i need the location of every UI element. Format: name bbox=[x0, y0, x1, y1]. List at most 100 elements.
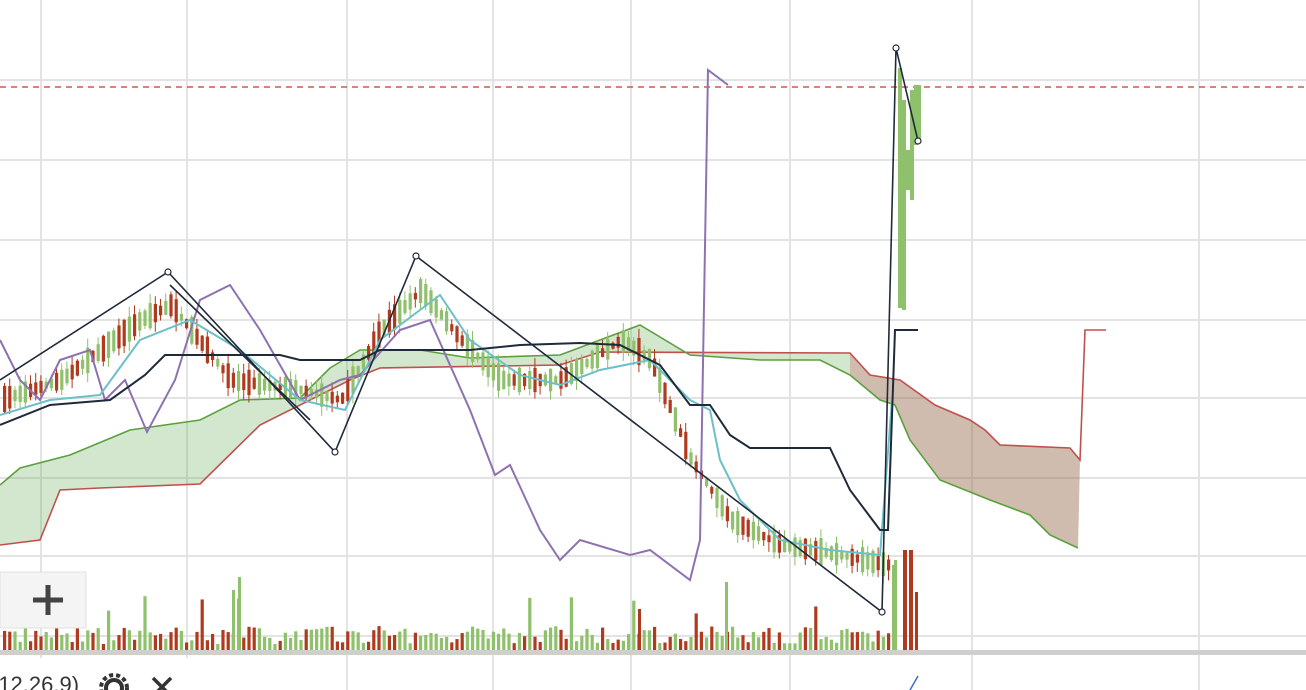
volume-bar bbox=[86, 630, 90, 650]
candle-body bbox=[658, 368, 662, 393]
volume-bar bbox=[892, 565, 896, 650]
volume-bar bbox=[611, 642, 615, 650]
volume-bar bbox=[486, 638, 490, 650]
candle-body bbox=[710, 486, 714, 494]
candle-body bbox=[824, 548, 828, 557]
volume-bar bbox=[731, 626, 735, 650]
candle-body bbox=[866, 552, 870, 570]
settings-button[interactable] bbox=[99, 673, 129, 690]
volume-bar bbox=[855, 632, 859, 650]
candle-body bbox=[767, 535, 771, 543]
volume-bar bbox=[497, 633, 501, 650]
volume-bar bbox=[909, 550, 913, 650]
candle-body bbox=[720, 495, 724, 517]
volume-bar bbox=[367, 641, 371, 650]
volume-bar bbox=[684, 641, 688, 650]
candle-body bbox=[159, 305, 163, 316]
volume-bar bbox=[653, 626, 657, 650]
candle-body bbox=[684, 431, 688, 460]
candle-body bbox=[611, 342, 615, 349]
volume-bar bbox=[798, 632, 802, 650]
volume-bar bbox=[424, 635, 428, 650]
volume-bar bbox=[465, 631, 469, 650]
volume-bar bbox=[564, 638, 568, 650]
candle-body bbox=[486, 356, 490, 378]
candle-body bbox=[419, 279, 423, 303]
volume-bar bbox=[715, 631, 719, 650]
volume-bar bbox=[263, 636, 267, 650]
candle-body bbox=[226, 363, 230, 389]
volume-bar bbox=[330, 626, 334, 650]
volume-bar bbox=[632, 600, 636, 650]
candle-body bbox=[549, 368, 553, 392]
candle-body bbox=[325, 391, 329, 402]
candle-body bbox=[528, 371, 532, 389]
close-button[interactable] bbox=[151, 676, 173, 690]
candle-body bbox=[382, 319, 386, 336]
volume-bar bbox=[351, 631, 355, 650]
candle-body bbox=[122, 319, 126, 347]
candle-body bbox=[559, 371, 563, 389]
volume-bar bbox=[554, 626, 558, 650]
volume-bar bbox=[283, 632, 287, 650]
candle-body bbox=[898, 68, 902, 308]
volume-bar bbox=[642, 630, 646, 650]
candle-body bbox=[575, 359, 579, 381]
candle-body bbox=[268, 379, 272, 392]
candle-body bbox=[840, 550, 844, 560]
candle-body bbox=[606, 338, 610, 360]
volume-bar bbox=[164, 638, 168, 650]
candle-body bbox=[777, 535, 781, 553]
candle-body bbox=[523, 373, 527, 387]
volume-bar bbox=[361, 642, 365, 650]
candle-body bbox=[481, 352, 485, 371]
candle-body bbox=[18, 385, 22, 402]
volume-bar bbox=[517, 632, 521, 650]
candle-body bbox=[653, 358, 657, 377]
volume-bar bbox=[226, 632, 230, 650]
candle-body bbox=[107, 331, 111, 358]
volume-bar bbox=[803, 627, 807, 650]
candle-body bbox=[439, 309, 443, 320]
candle-body bbox=[179, 313, 183, 321]
volume-bar bbox=[393, 635, 397, 650]
volume-bar bbox=[346, 631, 350, 650]
volume-bar bbox=[757, 637, 761, 650]
volume-bar bbox=[694, 613, 698, 650]
volume-bar bbox=[736, 637, 740, 650]
candle-body bbox=[491, 363, 495, 381]
indicator-params: (12,26,9) bbox=[0, 672, 79, 690]
candle-body bbox=[918, 85, 921, 140]
candle-body bbox=[564, 367, 568, 387]
volume-bar bbox=[8, 631, 12, 650]
candle-body bbox=[814, 540, 818, 561]
volume-bar bbox=[502, 628, 506, 650]
volume-bar bbox=[840, 630, 844, 650]
candle-body bbox=[86, 347, 90, 374]
volume-bar bbox=[13, 631, 17, 650]
volume-bar bbox=[65, 633, 69, 650]
leading-span-a bbox=[0, 324, 1079, 549]
volume-bar bbox=[44, 632, 48, 650]
candle-body bbox=[315, 389, 319, 398]
volume-bar bbox=[29, 641, 33, 650]
candle-body bbox=[497, 363, 501, 391]
volume-bar bbox=[55, 627, 59, 650]
candle-body bbox=[294, 380, 298, 399]
candle-body bbox=[65, 368, 69, 384]
volume-bar bbox=[159, 633, 163, 650]
candle-body bbox=[91, 350, 95, 363]
candle-body bbox=[169, 294, 173, 317]
candle-body bbox=[237, 371, 241, 391]
volume-bar bbox=[881, 636, 885, 650]
volume-bar bbox=[299, 639, 303, 650]
volume-bar bbox=[112, 640, 116, 650]
candle-body bbox=[309, 388, 313, 397]
volume-bar bbox=[647, 630, 651, 650]
volume-bar bbox=[252, 627, 256, 650]
candle-body bbox=[887, 559, 891, 571]
volume-bar bbox=[200, 599, 204, 650]
candle-body bbox=[13, 389, 17, 402]
candle-body bbox=[44, 381, 48, 389]
drawing-handles bbox=[164, 44, 922, 616]
